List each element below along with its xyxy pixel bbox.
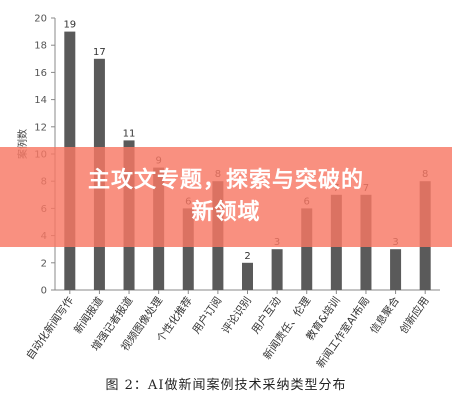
y-tick-label: 0 xyxy=(41,286,47,297)
y-tick-label: 12 xyxy=(34,122,47,133)
x-axis-labels: 自动化新闻写作新闻报道增强记者报道视频图像处理个性化推荐用户订阅评论识别用户互动… xyxy=(23,290,432,370)
overlay-banner: 主攻文专题，探索与突破的 新领域 xyxy=(0,147,452,247)
x-category-label: 评论识别 xyxy=(219,294,254,336)
y-tick-label: 2 xyxy=(41,258,47,269)
x-category-label: 创新应用 xyxy=(397,294,432,336)
y-tick-label: 20 xyxy=(34,14,47,25)
y-tick-label: 14 xyxy=(34,95,47,106)
banner-title-line-1: 主攻文专题，探索与突破的 xyxy=(87,168,364,193)
bar xyxy=(390,249,402,290)
bar-value-label: 19 xyxy=(63,20,76,31)
x-category-label: 自动化新闻写作 xyxy=(23,294,76,362)
y-tick-label: 18 xyxy=(34,41,47,52)
bar xyxy=(182,208,194,290)
bar xyxy=(301,208,313,290)
x-category-label: 新闻工作室AI布局 xyxy=(314,294,373,370)
banner-title-line-2: 新领域 xyxy=(191,200,261,225)
bar xyxy=(242,262,253,290)
bar-value-label: 17 xyxy=(93,47,106,58)
bar-value-label: 2 xyxy=(244,251,250,262)
bar xyxy=(271,249,283,290)
bar-value-label: 11 xyxy=(123,128,136,139)
x-category-label: 用户订阅 xyxy=(190,294,225,336)
y-tick-label: 16 xyxy=(34,68,47,79)
figure-caption: 图 2：AI做新闻案例技术采纳类型分布 xyxy=(105,378,347,393)
